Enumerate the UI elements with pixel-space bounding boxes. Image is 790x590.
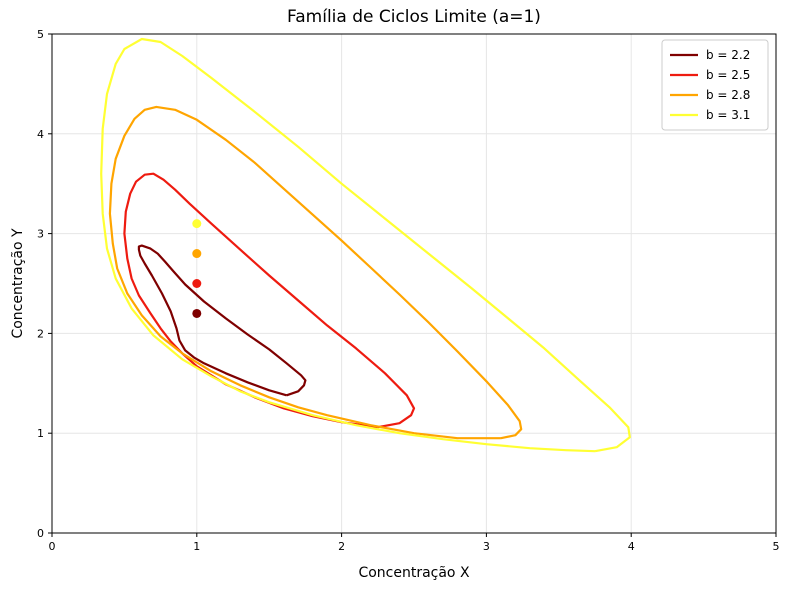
chart-title: Família de Ciclos Limite (a=1) xyxy=(287,7,541,27)
legend-box xyxy=(661,39,769,131)
x-tick-label: 2 xyxy=(338,540,345,553)
equilibrium-points xyxy=(192,219,202,318)
equilibrium-point-3 xyxy=(192,249,202,259)
x-axis-label: Concentração X xyxy=(358,565,470,581)
axis-ticks: 0 1 2 3 4 5 0 1 2 3 4 5 xyxy=(37,28,780,553)
y-axis-label: Concentração Y xyxy=(10,228,26,339)
series-line-3 xyxy=(108,105,523,440)
y-tick-label: 5 xyxy=(37,28,44,41)
x-tick-label: 5 xyxy=(773,540,780,553)
legend-label-2: b = 2.5 xyxy=(706,68,750,82)
legend: b = 2.2 b = 2.5 b = 2.8 b = 3.1 xyxy=(661,39,769,131)
y-tick-label: 3 xyxy=(37,228,44,241)
equilibrium-point-4 xyxy=(192,219,202,229)
equilibrium-point-2 xyxy=(192,279,202,288)
plot-frame xyxy=(51,33,777,534)
x-tick-label: 0 xyxy=(49,540,56,553)
x-tick-label: 1 xyxy=(193,540,200,553)
legend-label-3: b = 2.8 xyxy=(706,88,750,102)
y-tick-label: 0 xyxy=(37,527,44,540)
series-line-4 xyxy=(100,37,631,453)
x-tick-label: 3 xyxy=(483,540,490,553)
series-line-1 xyxy=(137,244,307,397)
legend-label-1: b = 2.2 xyxy=(706,48,750,62)
y-tick-label: 2 xyxy=(37,327,44,340)
y-tick-label: 4 xyxy=(37,128,44,141)
series-layer xyxy=(100,37,631,453)
legend-label-4: b = 3.1 xyxy=(706,108,750,122)
x-tick-label: 4 xyxy=(628,540,635,553)
equilibrium-point-1 xyxy=(192,308,202,318)
y-tick-label: 1 xyxy=(37,427,44,440)
